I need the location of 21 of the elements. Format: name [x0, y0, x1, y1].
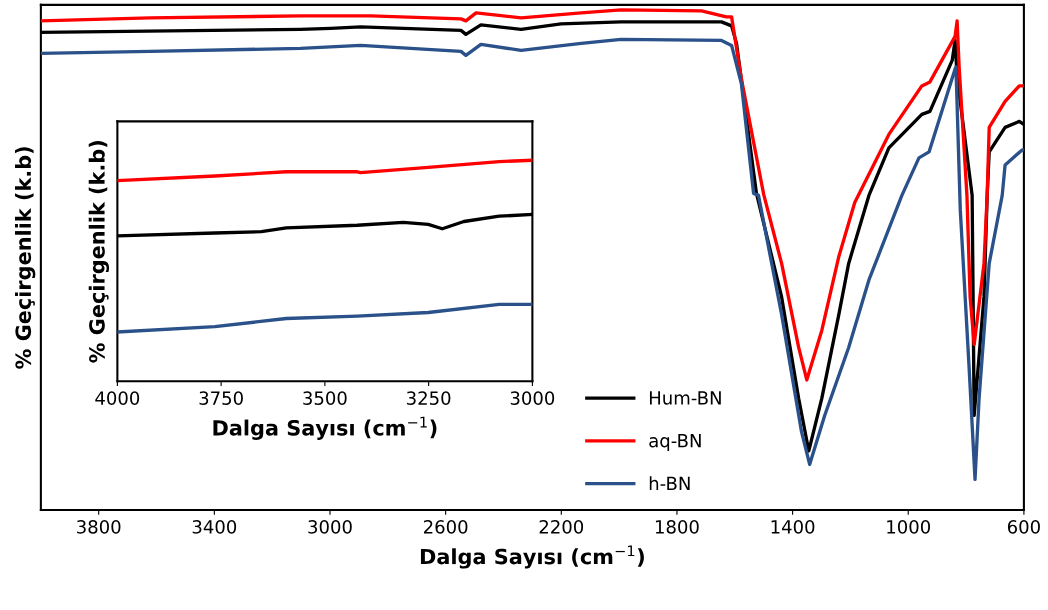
- x-tick-label: 3000: [308, 520, 352, 534]
- x-axis-title: Dalga Sayısı (cm$^{−1}$): [420, 545, 644, 569]
- x-tick-label: 3750: [199, 391, 243, 405]
- legend-label: aq-BN: [649, 434, 701, 451]
- x-tick-label: 4000: [95, 391, 140, 405]
- x-tick-label: 3400: [192, 520, 237, 534]
- y-axis-title: % Geçirgenlik (k.b): [88, 141, 110, 363]
- x-tick-label: 1400: [771, 520, 815, 534]
- y-axis-title: % Geçirgenlik (k.b): [14, 147, 36, 369]
- x-tick-label: 3500: [303, 391, 347, 405]
- legend-label: Hum-BN: [649, 391, 721, 405]
- x-tick-label: 1000: [887, 520, 931, 534]
- x-tick-label: 1800: [655, 520, 699, 534]
- x-axis-title: Dalga Sayısı (cm$^{−1}$): [213, 416, 437, 440]
- x-tick-label: 600: [1007, 520, 1040, 534]
- x-tick-label: 2200: [539, 520, 584, 534]
- legend-label: h-BN: [649, 476, 690, 490]
- x-tick-label: 3250: [407, 391, 451, 405]
- x-tick-label: 3800: [77, 520, 121, 534]
- x-tick-label: 3000: [510, 391, 555, 405]
- x-tick-label: 2600: [423, 520, 468, 534]
